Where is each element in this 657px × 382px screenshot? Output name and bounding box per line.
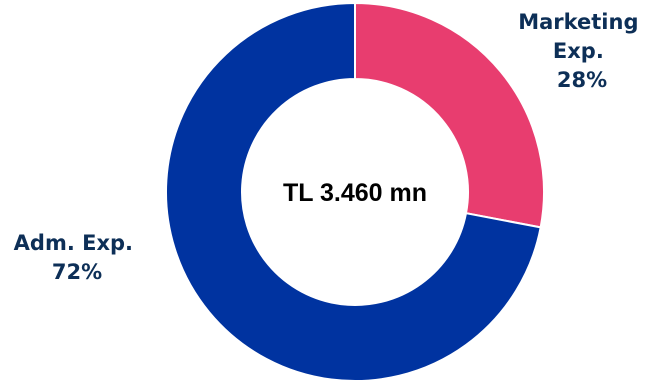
center-label: TL 3.460 mn [283,179,427,207]
slice-label-marketing: Marketing Exp. 28% [518,10,646,92]
slice-label-adm-line-2: 72% [52,260,102,284]
slice-label-adm: Adm. Exp. 72% [14,231,141,284]
donut-hole [242,79,468,305]
slice-label-marketing-line-3: 28% [557,68,607,92]
slice-label-marketing-line-1: Marketing [518,10,638,34]
slice-label-adm-line-1: Adm. Exp. [14,231,133,255]
slice-label-marketing-line-2: Exp. [553,39,604,63]
